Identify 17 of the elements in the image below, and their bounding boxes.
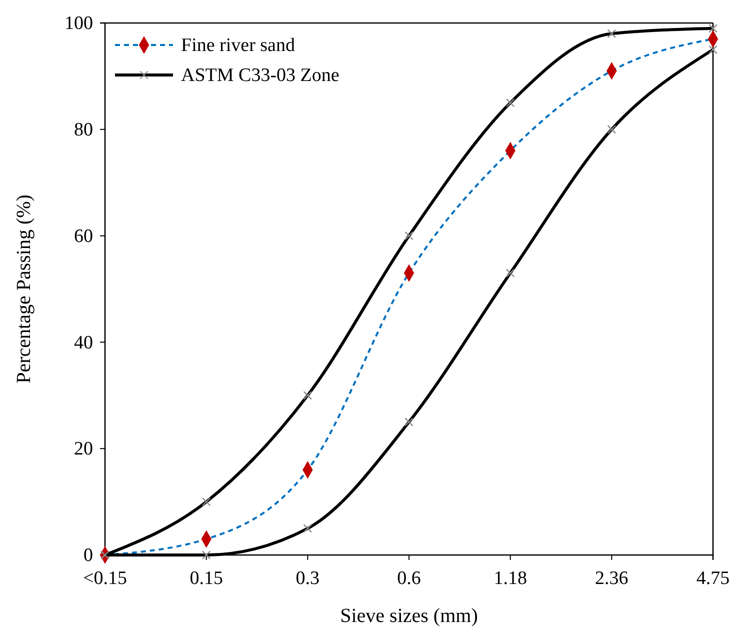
y-axis-title: Percentage Passing (%)	[13, 194, 35, 384]
legend-label: Fine river sand	[181, 35, 296, 56]
y-tick-label: 100	[64, 13, 93, 34]
y-tick-label: 80	[74, 119, 93, 140]
y-tick-label: 20	[74, 438, 93, 460]
y-tick-label: 0	[84, 545, 93, 566]
legend-label: ASTM C33-03 Zone	[181, 65, 340, 86]
x-tick-label: 0.15	[190, 568, 223, 589]
x-tick-label: <0.15	[83, 568, 127, 589]
x-tick-label: 1.18	[494, 568, 527, 589]
x-tick-label: 4.75	[696, 568, 730, 589]
x-tick-label: 2.36	[595, 568, 628, 589]
y-tick-label: 60	[74, 226, 93, 247]
y-tick-label: 40	[74, 332, 93, 354]
x-tick-label: 0.3	[296, 568, 320, 589]
x-axis-title: Sieve sizes (mm)	[340, 605, 478, 627]
x-tick-label: 0.6	[397, 568, 421, 589]
